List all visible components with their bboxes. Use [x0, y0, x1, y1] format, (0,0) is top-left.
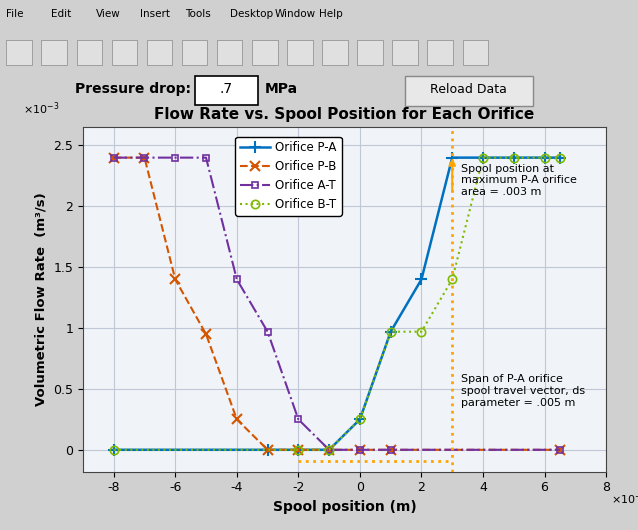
Orifice P-A [541, 154, 549, 161]
FancyBboxPatch shape [463, 40, 488, 65]
Legend: Orifice P-A, Orifice P-B, Orifice A-T, Orifice B-T: Orifice P-A, Orifice P-B, Orifice A-T, O… [235, 137, 341, 216]
FancyBboxPatch shape [6, 40, 32, 65]
Orifice P-B [140, 154, 148, 161]
Line: Orifice P-A: Orifice P-A [108, 152, 565, 455]
Orifice A-T [295, 416, 302, 422]
Orifice P-B [356, 447, 364, 453]
Text: View: View [96, 9, 121, 19]
FancyBboxPatch shape [195, 76, 258, 105]
Orifice P-A [110, 447, 117, 453]
Y-axis label: Volumetric Flow Rate  (m³/s): Volumetric Flow Rate (m³/s) [34, 192, 48, 407]
FancyBboxPatch shape [427, 40, 453, 65]
Orifice A-T [325, 447, 333, 453]
Orifice P-A [556, 154, 564, 161]
Text: Insert: Insert [140, 9, 170, 19]
Orifice B-T [356, 416, 364, 422]
Orifice P-A [479, 154, 487, 161]
Orifice P-A [449, 154, 456, 161]
Orifice A-T [233, 276, 241, 282]
Orifice P-B [556, 447, 564, 453]
Orifice B-T [325, 447, 333, 453]
Text: .7: .7 [220, 82, 233, 96]
FancyBboxPatch shape [405, 76, 533, 106]
Line: Orifice A-T: Orifice A-T [110, 154, 563, 453]
FancyBboxPatch shape [41, 40, 67, 65]
Text: Reload Data: Reload Data [431, 83, 507, 96]
FancyBboxPatch shape [77, 40, 102, 65]
Orifice B-T [295, 447, 302, 453]
Orifice P-B [233, 416, 241, 422]
Text: MPa: MPa [265, 82, 298, 96]
FancyBboxPatch shape [112, 40, 137, 65]
FancyBboxPatch shape [392, 40, 418, 65]
Orifice P-B [172, 276, 179, 282]
Orifice P-B [110, 154, 117, 161]
Orifice P-A [325, 447, 333, 453]
Orifice B-T [541, 154, 549, 161]
Orifice B-T [449, 276, 456, 282]
Orifice B-T [479, 154, 487, 161]
Orifice B-T [510, 154, 517, 161]
Orifice P-B [295, 447, 302, 453]
Orifice A-T [387, 447, 394, 453]
X-axis label: Spool position (m): Spool position (m) [272, 500, 417, 514]
FancyBboxPatch shape [217, 40, 242, 65]
Orifice P-B [387, 447, 394, 453]
Text: Span of P-A orifice
spool travel vector, ds
parameter = .005 m: Span of P-A orifice spool travel vector,… [461, 374, 586, 408]
Text: Edit: Edit [51, 9, 71, 19]
Orifice P-A [418, 276, 426, 282]
FancyBboxPatch shape [287, 40, 313, 65]
FancyBboxPatch shape [147, 40, 172, 65]
Line: Orifice B-T: Orifice B-T [110, 154, 564, 454]
Orifice P-B [325, 447, 333, 453]
FancyBboxPatch shape [252, 40, 278, 65]
Text: Tools: Tools [185, 9, 211, 19]
Orifice A-T [172, 154, 179, 161]
Orifice A-T [556, 447, 564, 453]
Orifice P-A [263, 447, 271, 453]
Text: Desktop: Desktop [230, 9, 273, 19]
Text: File: File [6, 9, 24, 19]
FancyBboxPatch shape [357, 40, 383, 65]
Title: Flow Rate vs. Spool Position for Each Orifice: Flow Rate vs. Spool Position for Each Or… [154, 107, 535, 122]
Orifice P-A [356, 416, 364, 422]
Orifice P-B [202, 331, 210, 337]
Orifice P-A [510, 154, 517, 161]
Orifice A-T [202, 154, 210, 161]
Orifice A-T [263, 329, 271, 335]
Orifice B-T [387, 329, 394, 335]
Orifice P-A [295, 447, 302, 453]
Text: Spool position at
maximum P-A orifice
area = .003 m: Spool position at maximum P-A orifice ar… [461, 164, 577, 197]
FancyBboxPatch shape [182, 40, 207, 65]
Text: $\times10^{-3}$: $\times10^{-3}$ [23, 100, 59, 117]
FancyBboxPatch shape [322, 40, 348, 65]
Orifice A-T [356, 447, 364, 453]
Text: $\times10^{-3}$: $\times10^{-3}$ [611, 491, 638, 507]
Text: Window: Window [274, 9, 315, 19]
Orifice B-T [556, 154, 564, 161]
Orifice P-A [387, 329, 394, 335]
Text: Help: Help [319, 9, 343, 19]
Orifice P-B [263, 447, 271, 453]
Line: Orifice P-B: Orifice P-B [109, 153, 565, 455]
Text: Pressure drop:: Pressure drop: [75, 82, 191, 96]
Orifice A-T [110, 154, 117, 161]
Orifice A-T [140, 154, 148, 161]
Orifice B-T [110, 447, 117, 453]
Orifice B-T [418, 329, 426, 335]
